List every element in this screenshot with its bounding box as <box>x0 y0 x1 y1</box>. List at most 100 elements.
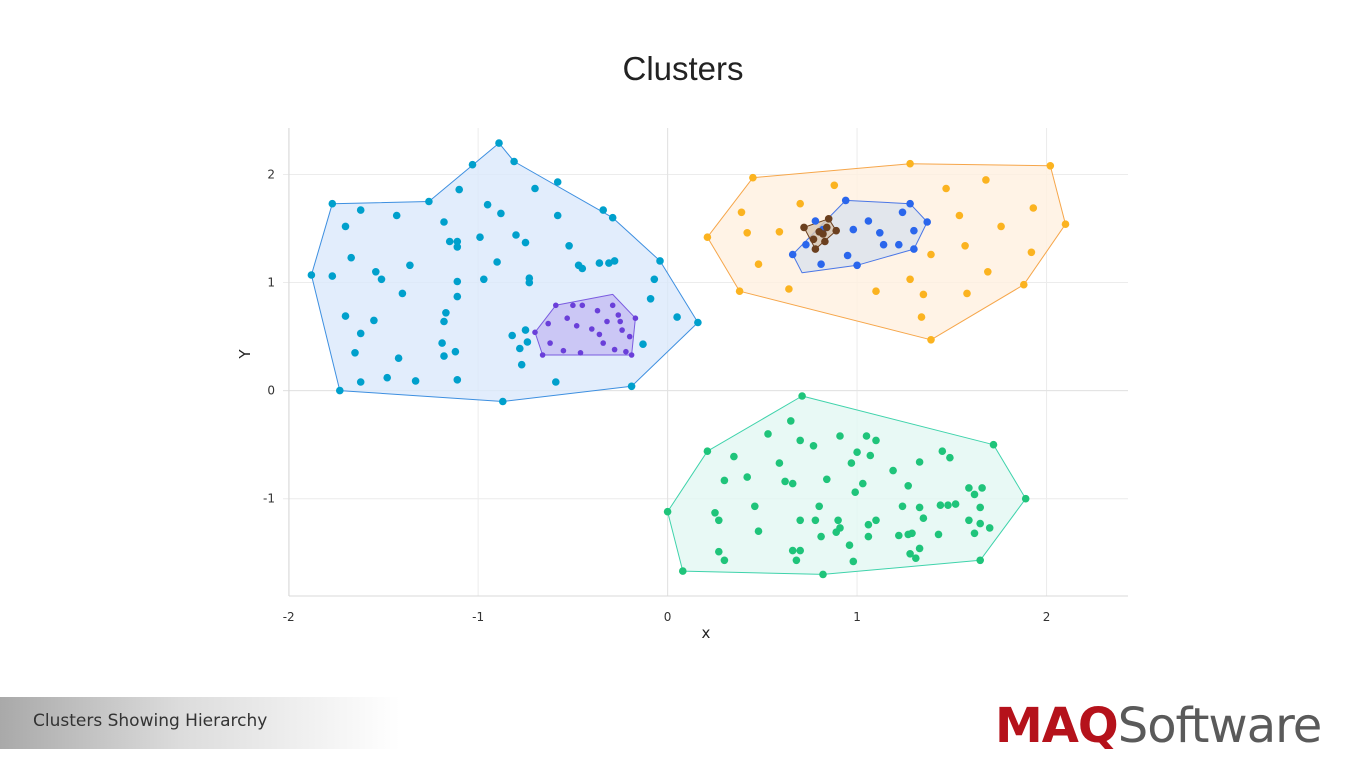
data-point <box>560 347 567 354</box>
data-point <box>579 302 586 309</box>
data-point <box>596 331 603 338</box>
data-point <box>594 307 601 314</box>
data-point <box>553 211 562 220</box>
data-point <box>834 516 842 525</box>
x-tick-label: -2 <box>283 610 295 624</box>
data-point <box>809 235 818 244</box>
data-point <box>336 386 344 395</box>
logo-software-text: Software <box>1117 698 1323 754</box>
data-point <box>570 302 576 309</box>
data-point <box>356 206 365 214</box>
data-point <box>639 340 647 349</box>
data-point <box>525 278 534 287</box>
data-point <box>819 570 827 579</box>
data-point <box>923 218 931 226</box>
data-point <box>553 178 562 186</box>
data-point <box>849 225 858 234</box>
data-point <box>792 556 801 565</box>
data-point <box>809 442 818 450</box>
data-point <box>626 333 633 340</box>
x-tick-label: 0 <box>664 610 672 624</box>
data-point <box>679 567 687 575</box>
data-point <box>715 516 723 525</box>
data-point <box>532 329 538 336</box>
data-point <box>775 459 784 467</box>
data-point <box>843 251 852 260</box>
data-point <box>970 529 979 538</box>
data-point <box>523 338 532 346</box>
data-point <box>516 344 524 353</box>
y-axis-title: Y <box>236 349 254 360</box>
data-point <box>908 529 916 538</box>
data-point <box>817 260 825 269</box>
data-point <box>440 352 448 360</box>
data-point <box>872 287 880 296</box>
data-point <box>743 229 751 237</box>
data-point <box>406 261 414 270</box>
data-point <box>853 261 861 270</box>
data-point <box>864 532 873 541</box>
data-point <box>632 315 639 322</box>
data-point <box>453 376 462 384</box>
data-point <box>989 440 998 449</box>
data-point <box>919 290 928 299</box>
data-point <box>751 502 759 511</box>
data-point <box>617 318 623 325</box>
cluster-hull <box>310 142 699 402</box>
data-point <box>936 501 945 510</box>
data-point <box>811 245 820 253</box>
data-point <box>976 503 984 512</box>
caption-band: Clusters Showing Hierarchy <box>0 697 400 749</box>
data-point <box>781 477 789 486</box>
data-point <box>961 242 969 250</box>
data-point <box>898 208 907 217</box>
data-point <box>823 223 831 232</box>
data-point <box>796 199 804 208</box>
x-tick-label: 2 <box>1043 610 1051 624</box>
data-point <box>564 315 570 322</box>
data-point <box>895 531 903 540</box>
data-point <box>798 392 806 400</box>
data-point <box>866 451 875 460</box>
data-point <box>938 447 947 456</box>
data-point <box>788 546 797 555</box>
data-point <box>982 176 990 184</box>
data-point <box>853 448 861 457</box>
data-point <box>879 240 888 249</box>
data-point <box>694 318 702 327</box>
data-point <box>347 253 356 262</box>
data-point <box>328 199 337 208</box>
data-point <box>611 346 618 353</box>
data-point <box>476 233 484 241</box>
data-point <box>898 502 907 511</box>
data-point <box>847 459 856 467</box>
data-point <box>1061 220 1070 228</box>
data-point <box>398 289 407 298</box>
data-point <box>615 312 622 318</box>
data-point <box>453 243 462 251</box>
data-point <box>912 554 920 562</box>
data-point <box>749 173 757 182</box>
data-point <box>377 275 386 284</box>
data-point <box>944 501 952 510</box>
data-point <box>715 547 723 556</box>
data-point <box>841 196 850 205</box>
data-point <box>775 228 784 236</box>
data-point <box>785 285 793 293</box>
data-point <box>845 541 854 549</box>
data-point <box>815 502 823 511</box>
data-point <box>468 160 477 169</box>
data-point <box>451 347 460 356</box>
data-point <box>985 524 994 532</box>
data-point <box>328 272 337 280</box>
data-point <box>832 528 840 536</box>
company-logo: MAQSoftware <box>995 696 1323 756</box>
data-point <box>512 231 520 239</box>
data-point <box>545 320 551 327</box>
data-point <box>997 222 1005 231</box>
cluster-hulls <box>310 142 1066 575</box>
data-point <box>628 352 635 358</box>
data-point <box>965 516 973 525</box>
data-point <box>521 326 530 334</box>
data-point <box>955 211 964 220</box>
